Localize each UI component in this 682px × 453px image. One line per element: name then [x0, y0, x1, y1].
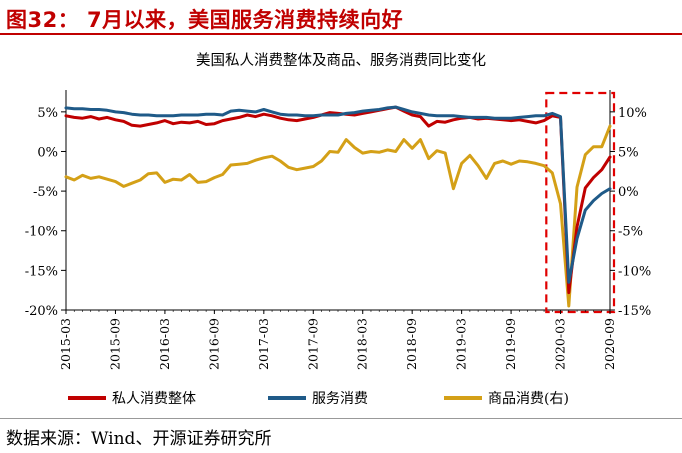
legend-label: 商品消费(右) — [488, 391, 569, 407]
x-tick-label: 2019-03 — [454, 318, 469, 370]
title-rule — [0, 33, 682, 35]
highlight-box — [545, 91, 616, 314]
private-consumption-line — [64, 105, 612, 295]
left-y-axis: 5% 0% -5% -10% -15% -20% — [25, 106, 66, 319]
figure-title: 图32： 7月以来，美国服务消费持续向好 — [6, 8, 404, 32]
left-tick-label: 5% — [37, 106, 58, 121]
x-tick-label: 2018-09 — [404, 318, 419, 370]
right-tick-label: -5% — [618, 225, 643, 240]
right-y-axis: 10% 5% 0% -5% -10% -15% — [610, 106, 651, 319]
x-tick-label: 2016-09 — [206, 318, 221, 370]
left-tick-label: -20% — [25, 304, 58, 319]
right-tick-label: -15% — [618, 304, 651, 319]
x-axis: 2015-03 2015-09 2016-03 2016-09 2017-03 2017-… — [58, 310, 617, 370]
x-tick-label: 2017-09 — [305, 318, 320, 370]
x-tick-label: 2015-09 — [107, 318, 122, 370]
x-tick-label: 2020-03 — [553, 318, 568, 370]
x-tick-label: 2018-03 — [355, 318, 370, 370]
right-tick-label: 0% — [618, 185, 639, 200]
left-tick-label: -10% — [25, 225, 58, 240]
series-lines — [64, 105, 612, 308]
left-tick-label: -15% — [25, 264, 58, 279]
legend-label: 服务消费 — [312, 391, 368, 407]
chart-title: 美国私人消费整体及商品、服务消费同比变化 — [196, 52, 486, 69]
legend: 私人消费整体 服务消费 商品消费(右) — [68, 391, 569, 407]
x-tick-label: 2019-09 — [503, 318, 518, 370]
source-rule — [0, 418, 682, 419]
legend-label: 私人消费整体 — [112, 391, 196, 407]
x-tick-label: 2016-03 — [157, 318, 172, 370]
right-tick-label: 10% — [618, 106, 647, 121]
goods-line — [64, 124, 612, 308]
covid-highlight-box — [545, 91, 616, 314]
right-tick-label: -10% — [618, 264, 651, 279]
x-tick-label: 2017-03 — [256, 318, 271, 370]
chart: 美国私人消费整体及商品、服务消费同比变化 5% 0% -5% -10% -15% -20%… — [25, 52, 652, 407]
left-tick-label: 0% — [37, 145, 58, 160]
source-note: 数据来源：Wind、开源证券研究所 — [6, 429, 272, 449]
x-tick-label: 2020-09 — [602, 318, 617, 370]
x-tick-label: 2015-03 — [58, 318, 73, 370]
right-tick-label: 5% — [618, 145, 639, 160]
services-line — [64, 105, 612, 284]
left-tick-label: -5% — [33, 185, 58, 200]
